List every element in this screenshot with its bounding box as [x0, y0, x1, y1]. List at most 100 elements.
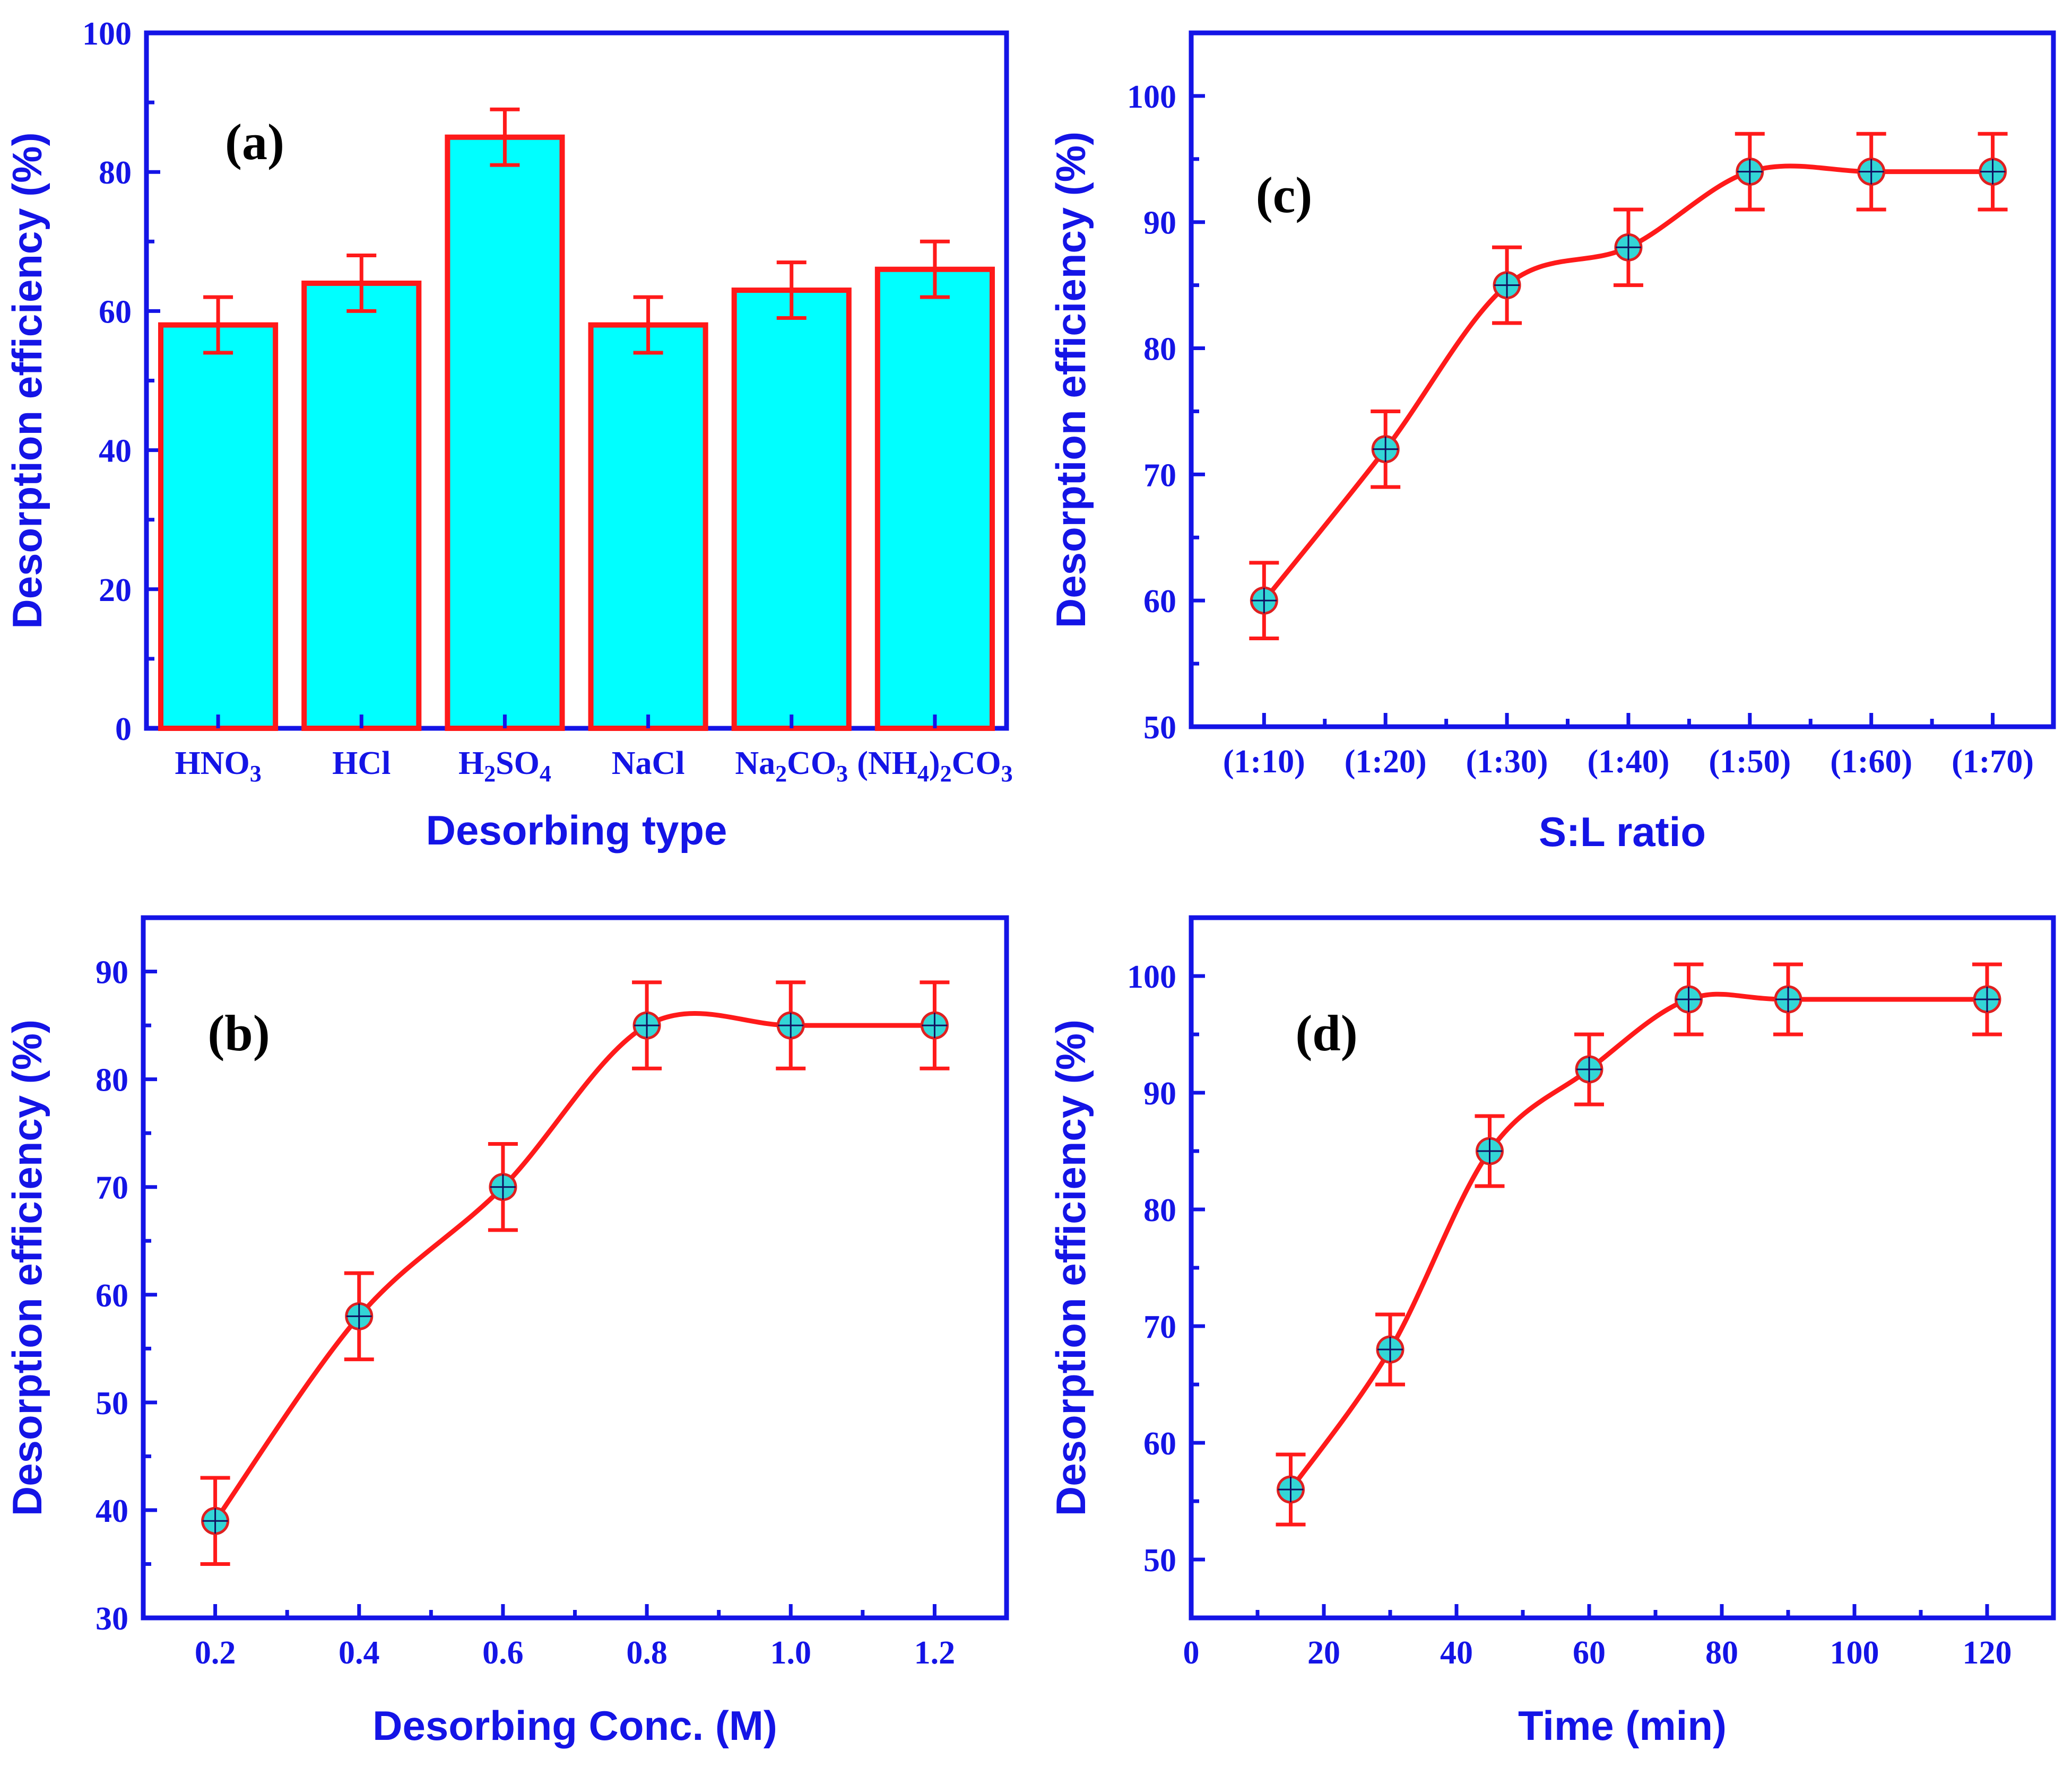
error-bar [776, 260, 807, 320]
x-tick-label: HCl [332, 745, 391, 781]
y-tick-label: 70 [96, 1170, 128, 1206]
y-tick-label: 60 [99, 294, 132, 330]
data-point [489, 1173, 517, 1201]
x-tick-label: (1:70) [1952, 744, 2034, 780]
data-curve [213, 1011, 935, 1522]
plot-frame-c [1189, 30, 2056, 729]
x-tick-label: 120 [1963, 1635, 2012, 1671]
y-tick-label: 80 [1143, 1192, 1176, 1229]
y-tick-label: 40 [96, 1493, 128, 1529]
bar-Na2CO3 [731, 288, 852, 731]
y-tick-label: 80 [1143, 332, 1176, 368]
data-point [1979, 158, 2007, 186]
label-text: HNO [175, 745, 249, 781]
y-tick-label: 60 [1143, 583, 1176, 620]
y-tick-label: 100 [1127, 79, 1176, 115]
y-tick-label: 70 [1143, 1309, 1176, 1345]
data-point [1774, 985, 1802, 1014]
y-axis-title: Desorption efficiency (%) [1047, 132, 1094, 628]
y-tick-label: 50 [1143, 1543, 1176, 1579]
x-tick-label: 1.0 [770, 1635, 812, 1671]
x-axis-title: Time (min) [1518, 1702, 1727, 1749]
x-tick-label: 0.8 [626, 1635, 667, 1671]
subscript: 4 [917, 761, 929, 787]
y-axis-title: Desorption efficiency (%) [4, 132, 50, 629]
x-tick-label: Na2CO3 [735, 745, 848, 787]
y-tick-label: 0 [115, 711, 132, 747]
bar-HNO3 [158, 322, 279, 731]
panel-label: (a) [225, 114, 284, 170]
x-tick-label: (1:50) [1709, 744, 1791, 780]
y-tick-label: 60 [96, 1278, 128, 1314]
x-axis-title: Desorbing type [426, 807, 727, 853]
data-point [1376, 1335, 1405, 1364]
error-bar [346, 254, 377, 313]
label-text: CO [787, 745, 836, 781]
data-point [1476, 1137, 1504, 1165]
subscript: 3 [1001, 761, 1013, 787]
y-axis-title: Desorption efficiency (%) [1047, 1020, 1094, 1516]
data-point [776, 1011, 805, 1040]
x-tick-label: 20 [1307, 1635, 1340, 1671]
x-tick-label: 1.2 [914, 1635, 956, 1671]
x-tick-label: (1:10) [1223, 744, 1305, 780]
x-tick-label: H2SO4 [458, 745, 551, 787]
subscript: 2 [484, 761, 496, 787]
label-text: HCl [332, 745, 391, 781]
label-text: ) [929, 745, 940, 781]
data-point [345, 1302, 374, 1330]
y-tick-label: 90 [1143, 1076, 1176, 1112]
y-tick-label: 90 [1143, 205, 1176, 241]
y-tick-label: 70 [1143, 457, 1176, 493]
data-point [920, 1011, 949, 1040]
y-tick-label: 100 [1127, 959, 1176, 995]
label-text: NaCl [612, 745, 685, 781]
y-tick-label: 40 [99, 433, 132, 469]
x-tick-label: (1:40) [1587, 744, 1669, 780]
error-bar [633, 295, 663, 355]
data-point [632, 1011, 661, 1040]
data-point [1675, 985, 1703, 1014]
panel-label: (d) [1295, 1005, 1357, 1061]
y-tick-label: 80 [99, 155, 132, 191]
subscript: 3 [836, 761, 848, 787]
x-tick-label: 0 [1183, 1635, 1200, 1671]
label-text: H [458, 745, 484, 781]
x-tick-label: (NH4)2CO3 [857, 745, 1012, 787]
x-tick-label: (1:30) [1466, 744, 1548, 780]
label-text: CO [952, 745, 1001, 781]
label-text: Na [735, 745, 775, 781]
x-tick-label: HNO3 [175, 745, 261, 787]
data-point [1857, 158, 1886, 186]
subscript: 4 [540, 761, 551, 787]
bar-(NH4)2CO3 [874, 266, 995, 731]
x-tick-label: (1:60) [1830, 744, 1912, 780]
data-point [1973, 985, 2001, 1014]
x-tick-label: 100 [1830, 1635, 1879, 1671]
y-tick-label: 60 [1143, 1426, 1176, 1462]
x-tick-label: 0.4 [339, 1635, 380, 1671]
x-tick-label: 40 [1440, 1635, 1473, 1671]
subscript: 2 [940, 761, 952, 787]
panel-b-line-chart: 30 40 50 60 70 80 90 0.2 0.4 0.6 0.8 1.0 1.2 Desorbin… [4, 915, 1009, 1749]
label-text: SO [496, 745, 540, 781]
data-curve [1288, 991, 1987, 1491]
data-point [1736, 158, 1764, 186]
x-axis-title: S:L ratio [1539, 808, 1706, 855]
y-tick-label: 90 [96, 955, 128, 991]
y-axis-title: Desorption efficiency (%) [4, 1020, 50, 1516]
x-tick-label: 60 [1573, 1635, 1606, 1671]
x-tick-label: (1:20) [1345, 744, 1427, 780]
data-point [1614, 233, 1643, 262]
x-tick-label: 80 [1705, 1635, 1738, 1671]
label-text: (NH [857, 745, 917, 781]
data-point [1277, 1475, 1305, 1504]
error-bar [920, 239, 950, 299]
panel-d-line-chart: 50 60 70 80 90 100 0 20 40 60 80 100 120 Time (min) De… [1047, 915, 2056, 1749]
x-axis-title: Desorbing Conc. (M) [372, 1702, 777, 1749]
x-tick-label: 0.6 [482, 1635, 524, 1671]
y-tick-label: 50 [96, 1386, 128, 1422]
y-tick-label: 50 [1143, 710, 1176, 746]
